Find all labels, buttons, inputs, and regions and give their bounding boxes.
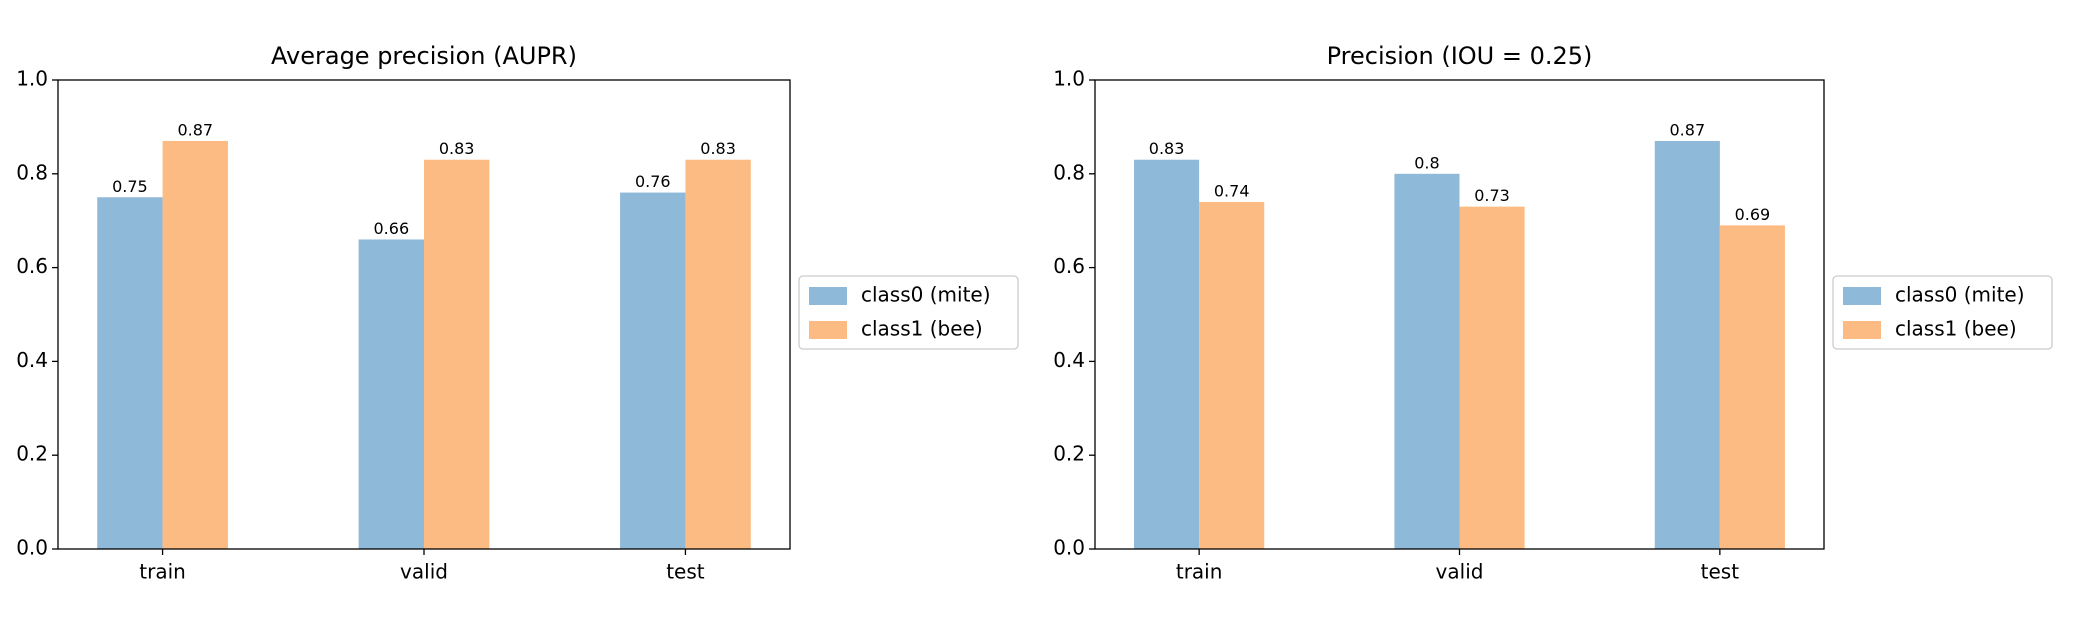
y-tick-label: 0.6 [1053,254,1085,278]
y-tick-label: 0.4 [16,348,48,372]
bar [424,159,490,550]
x-tick-label: valid [400,560,448,584]
data-label: 0.73 [1474,186,1510,205]
legend-box [1832,275,2053,350]
legend-label: class0 (mite) [1895,283,2025,307]
data-label: 0.87 [177,120,213,139]
data-label: 0.87 [1670,120,1706,139]
legend-swatch [809,321,847,339]
x-tick-label: valid [1436,560,1484,584]
data-label: 0.74 [1214,181,1250,200]
y-tick-label: 0.2 [1053,442,1085,466]
bar [620,192,686,549]
bar [1199,201,1265,549]
axes-frame [1094,79,1825,550]
data-label: 0.69 [1735,205,1771,224]
y-tick-label: 0.6 [16,254,48,278]
chart-title: Precision (IOU = 0.25) [1327,42,1593,70]
axes-frame [57,79,791,550]
x-tick-label: train [1176,560,1223,584]
bar [1134,159,1200,550]
y-tick-label: 0.2 [16,442,48,466]
legend-label: class0 (mite) [861,283,991,307]
bar [97,197,163,549]
bar [162,140,228,549]
data-label: 0.8 [1414,153,1439,172]
y-tick-label: 1.0 [16,67,48,91]
legend-box [798,275,1019,350]
bar [685,159,751,550]
x-tick-label: test [666,560,705,584]
bar [1394,173,1460,550]
y-tick-label: 0.8 [1053,160,1085,184]
bar [1654,140,1720,549]
y-tick-label: 0.0 [1053,536,1085,560]
x-tick-label: train [139,560,186,584]
legend-swatch [1843,321,1881,339]
legend-swatch [1843,287,1881,305]
y-tick-label: 0.4 [1053,348,1085,372]
chart-title: Average precision (AUPR) [271,42,577,70]
y-tick-label: 1.0 [1053,67,1085,91]
data-label: 0.66 [374,219,410,238]
data-label: 0.83 [439,139,475,158]
x-tick-label: test [1701,560,1740,584]
data-label: 0.76 [635,172,671,191]
y-tick-label: 0.0 [16,536,48,560]
bar [1459,206,1525,549]
legend-label: class1 (bee) [861,317,983,341]
data-label: 0.75 [112,177,148,196]
legend-label: class1 (bee) [1895,317,2017,341]
data-label: 0.83 [700,139,736,158]
bar [1719,225,1785,549]
legend-swatch [809,287,847,305]
bar [358,239,424,549]
y-tick-label: 0.8 [16,160,48,184]
data-label: 0.83 [1149,139,1185,158]
